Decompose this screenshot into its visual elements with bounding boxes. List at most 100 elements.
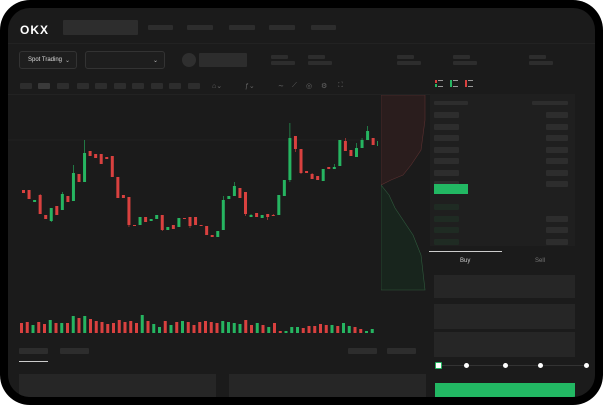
volume-bar xyxy=(204,321,207,333)
orderbook-price[interactable] xyxy=(434,135,459,141)
slider-step-25[interactable] xyxy=(464,363,469,368)
candle-type-icon[interactable]: ⌂⌄ xyxy=(212,83,223,90)
nav-item[interactable] xyxy=(311,25,336,30)
volume-bar xyxy=(290,327,294,333)
candle xyxy=(94,154,98,158)
orderbook-sell-icon[interactable] xyxy=(464,78,480,90)
volume-bar xyxy=(140,315,144,333)
orderbook-amount xyxy=(546,123,568,130)
candle xyxy=(266,214,270,220)
orderbook-price[interactable] xyxy=(434,215,459,222)
timeframe-button[interactable] xyxy=(95,83,107,89)
settings-icon[interactable]: ⚙ xyxy=(321,83,328,90)
filter-button[interactable] xyxy=(348,348,377,354)
ruler-icon[interactable]: ⟋ xyxy=(292,82,297,89)
orderbook-price[interactable] xyxy=(434,169,459,176)
volume-bar xyxy=(359,329,363,333)
orderbook-price[interactable] xyxy=(434,238,459,245)
timeframe-button[interactable] xyxy=(151,83,163,89)
price-input[interactable] xyxy=(434,275,575,298)
candle xyxy=(244,192,247,216)
market-select[interactable]: Spot Trading ⌄ xyxy=(19,51,77,69)
filter-button[interactable] xyxy=(387,348,416,354)
indicator-icon[interactable]: ƒ⌄ xyxy=(245,83,255,90)
orderbook-buy-icon[interactable] xyxy=(449,78,465,90)
open-orders-tab[interactable] xyxy=(19,348,48,354)
candle-body xyxy=(310,174,314,179)
candle xyxy=(182,218,186,219)
candle-body xyxy=(349,150,353,156)
orderbook-amount xyxy=(546,135,568,141)
candle-body xyxy=(227,196,231,199)
candle-body xyxy=(55,206,59,215)
orderbook-amount xyxy=(546,238,568,245)
slider-step-100[interactable] xyxy=(584,363,589,368)
total-input[interactable] xyxy=(434,332,575,357)
candle xyxy=(22,190,25,193)
volume-bar xyxy=(152,324,156,333)
slider-step-75[interactable] xyxy=(538,363,543,368)
timeframe-button[interactable] xyxy=(114,83,126,89)
amount-input[interactable] xyxy=(434,304,575,329)
orderbook-amount xyxy=(546,181,568,187)
timeframe-button[interactable] xyxy=(132,83,144,89)
candle xyxy=(205,226,209,235)
line-draw-icon[interactable]: ∼ xyxy=(278,83,284,90)
candle xyxy=(316,176,320,180)
candle-body xyxy=(99,154,103,164)
volume-bar xyxy=(77,318,81,333)
buy-button[interactable] xyxy=(435,383,575,397)
slider-step-50[interactable] xyxy=(503,363,508,368)
volume-bar xyxy=(198,322,202,333)
chevron-down-icon: ⌄ xyxy=(64,58,70,64)
candle-body xyxy=(205,226,209,235)
candle-body xyxy=(105,157,109,159)
timeframe-button[interactable] xyxy=(57,83,69,89)
orderbook-both-icon[interactable] xyxy=(434,78,450,90)
orderbook-price[interactable] xyxy=(434,204,459,210)
candle-body xyxy=(238,188,242,198)
candle-body xyxy=(121,195,125,198)
orderbook-price[interactable] xyxy=(434,158,459,164)
candle-body xyxy=(260,215,264,218)
sell-tab[interactable]: Sell xyxy=(535,258,546,264)
volume-bar xyxy=(71,316,75,333)
nav-item[interactable] xyxy=(229,25,255,30)
search-placeholder[interactable] xyxy=(63,20,138,35)
volume-bar xyxy=(238,324,242,333)
candle xyxy=(171,225,175,229)
candle-body xyxy=(288,138,292,180)
assets-panel xyxy=(229,374,426,397)
candle-body xyxy=(360,140,364,148)
nav-item[interactable] xyxy=(148,25,173,30)
buy-tab[interactable]: Buy xyxy=(460,258,471,264)
timeframe-button[interactable] xyxy=(77,83,89,89)
nav-item[interactable] xyxy=(187,25,213,30)
amount-slider-handle[interactable] xyxy=(435,362,442,369)
candle-body xyxy=(149,219,153,221)
camera-icon[interactable]: ◎ xyxy=(306,83,313,90)
order-history-tab[interactable] xyxy=(60,348,89,354)
okx-logo[interactable]: OKX xyxy=(20,23,50,37)
candle-body xyxy=(355,148,358,157)
candle xyxy=(282,180,286,196)
candlestick-chart[interactable] xyxy=(8,95,378,335)
orderbook-price[interactable] xyxy=(434,112,459,118)
stat-value xyxy=(453,61,477,65)
orderbook-price[interactable] xyxy=(434,123,459,130)
timeframe-button[interactable] xyxy=(188,83,200,89)
candle-body xyxy=(33,200,37,202)
orderbook-price[interactable] xyxy=(434,227,459,233)
candle xyxy=(33,200,37,202)
pair-select[interactable]: ⌄ xyxy=(85,51,165,69)
candle xyxy=(77,174,81,182)
amount-slider-track[interactable] xyxy=(438,365,588,366)
orderbook-price[interactable] xyxy=(434,146,459,153)
bid-depth-area xyxy=(381,184,426,291)
timeframe-button[interactable] xyxy=(38,83,50,89)
timeframe-button[interactable] xyxy=(20,83,32,89)
fullscreen-icon[interactable]: ⛶ xyxy=(338,82,343,89)
nav-item[interactable] xyxy=(269,25,295,30)
candle-body xyxy=(277,195,281,215)
timeframe-button[interactable] xyxy=(169,83,181,89)
